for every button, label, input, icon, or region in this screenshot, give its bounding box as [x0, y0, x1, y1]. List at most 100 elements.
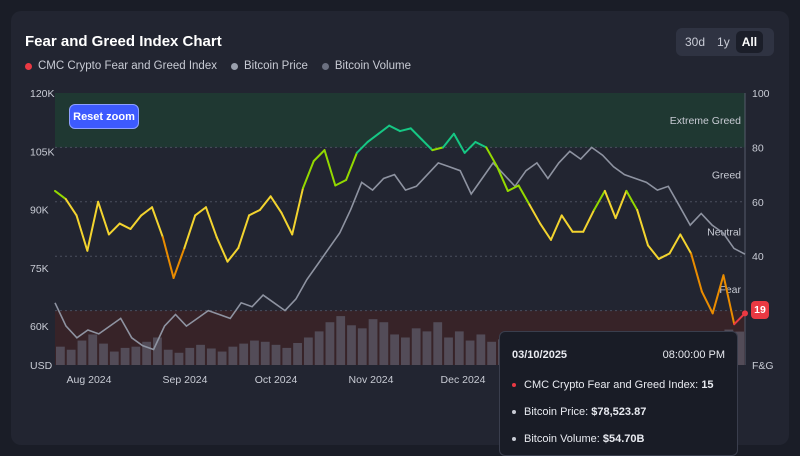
fear-greed-segment — [506, 184, 520, 192]
volume-bar — [239, 343, 249, 365]
fear-greed-segment — [366, 132, 380, 143]
tooltip-label: Bitcoin Volume: — [524, 433, 600, 445]
legend-item-bitcoin-price[interactable]: Bitcoin Price — [230, 60, 308, 72]
fear-greed-segment — [399, 127, 412, 133]
fear-greed-segment — [690, 252, 703, 293]
volume-bar — [77, 340, 87, 365]
fear-greed-segment — [355, 140, 369, 154]
fear-greed-segment — [194, 206, 207, 217]
fear-greed-segment — [517, 184, 531, 206]
range-30d-button[interactable]: 30d — [685, 35, 706, 49]
range-selector: 30d 1y All — [676, 28, 774, 56]
fear-greed-segment — [582, 208, 596, 233]
tooltip-row-fear-greed: CMC Crypto Fear and Greed Index: 15 — [512, 379, 714, 391]
volume-bar — [282, 347, 292, 365]
fear-greed-segment — [312, 149, 326, 162]
y-right-tick-label: 40 — [752, 251, 764, 263]
volume-bar — [206, 348, 216, 365]
volume-bar — [109, 351, 119, 365]
fear-greed-segment — [237, 214, 251, 250]
x-tick-label: Oct 2024 — [255, 374, 298, 386]
volume-bar — [325, 322, 335, 365]
tooltip-date: 03/10/2025 — [512, 349, 568, 361]
fear-greed-segment — [442, 132, 455, 149]
bullet-icon — [512, 383, 516, 387]
tooltip-time: 08:00:00 PM — [662, 349, 725, 361]
fear-greed-segment — [280, 211, 294, 236]
fear-greed-segment — [75, 214, 89, 252]
fear-greed-segment — [258, 195, 272, 211]
volume-bar — [271, 344, 281, 365]
volume-bar — [454, 331, 464, 365]
fear-greed-segment — [679, 233, 693, 255]
fear-greed-segment — [549, 214, 563, 241]
legend-item-fear-greed[interactable]: CMC Crypto Fear and Greed Index — [25, 60, 217, 72]
fear-greed-segment — [711, 274, 725, 315]
y-right-tick-label: F&G — [752, 360, 774, 372]
bullet-icon — [512, 410, 516, 414]
current-value-badge: 19 — [751, 301, 769, 319]
volume-bar — [153, 337, 162, 365]
volume-bar — [88, 334, 98, 365]
volume-bar — [390, 334, 399, 365]
fear-greed-segment — [301, 160, 315, 190]
volume-bar — [433, 322, 443, 365]
y-right-tick-label: 80 — [752, 142, 764, 154]
fear-greed-segment — [636, 208, 649, 247]
y-left-tick-label: 90K — [30, 205, 49, 217]
legend-item-bitcoin-volume[interactable]: Bitcoin Volume — [321, 60, 411, 72]
volume-bar — [465, 340, 475, 365]
fear-greed-segment — [97, 200, 110, 236]
volume-bar — [196, 344, 205, 365]
y-right-tick-label: 60 — [752, 197, 764, 209]
fear-greed-segment — [700, 290, 714, 315]
zone-label: Neutral — [707, 227, 741, 239]
legend-dot — [25, 62, 32, 70]
legend-dot — [230, 62, 238, 70]
fear-greed-segment — [140, 206, 154, 217]
fear-greed-segment — [625, 189, 639, 211]
reset-zoom-button[interactable]: Reset zoom — [69, 104, 139, 129]
fear-greed-segment — [118, 222, 132, 230]
fear-greed-segment — [539, 222, 552, 241]
y-left-tick-label: 105K — [30, 146, 55, 158]
fear-greed-segment — [183, 214, 197, 250]
volume-bar — [487, 341, 497, 365]
volume-bar — [379, 322, 389, 365]
fear-greed-segment — [420, 138, 434, 152]
fear-greed-segment — [496, 165, 509, 192]
fear-greed-segment — [452, 132, 466, 154]
fear-greed-segment — [172, 247, 186, 279]
fear-greed-segment — [291, 187, 304, 236]
fear-greed-segment — [722, 274, 736, 326]
range-all-button[interactable]: All — [735, 31, 764, 53]
page-title: Fear and Greed Index Chart — [25, 33, 222, 50]
x-tick-label: Aug 2024 — [67, 374, 112, 386]
fear-greed-segment — [107, 222, 121, 236]
volume-bar — [163, 349, 173, 365]
fear-greed-segment — [528, 203, 542, 225]
bullet-icon — [512, 437, 516, 441]
fear-greed-segment — [64, 198, 78, 217]
fear-greed-segment — [226, 247, 240, 263]
volume-bar — [228, 346, 238, 365]
legend-label: Bitcoin Price — [243, 60, 308, 72]
volume-bar — [56, 346, 65, 365]
volume-bar — [120, 347, 130, 365]
tooltip-value: $78,523.87 — [591, 406, 647, 418]
fear-greed-segment — [129, 214, 143, 230]
range-1y-button[interactable]: 1y — [717, 35, 730, 49]
fear-greed-segment — [485, 146, 499, 168]
chart-tooltip: 03/10/2025 08:00:00 PM CMC Crypto Fear a… — [499, 331, 738, 456]
volume-bar — [444, 337, 453, 365]
x-tick-label: Sep 2024 — [163, 374, 208, 386]
fear-greed-segment — [668, 233, 682, 255]
volume-bar — [357, 328, 367, 365]
fear-greed-segment — [614, 189, 628, 220]
fear-greed-segment — [431, 146, 445, 152]
fear-greed-segment — [560, 214, 574, 233]
volume-bar — [401, 337, 410, 365]
volume-bar — [303, 337, 313, 365]
fear-greed-segment — [377, 124, 391, 135]
volume-bar — [174, 352, 184, 365]
